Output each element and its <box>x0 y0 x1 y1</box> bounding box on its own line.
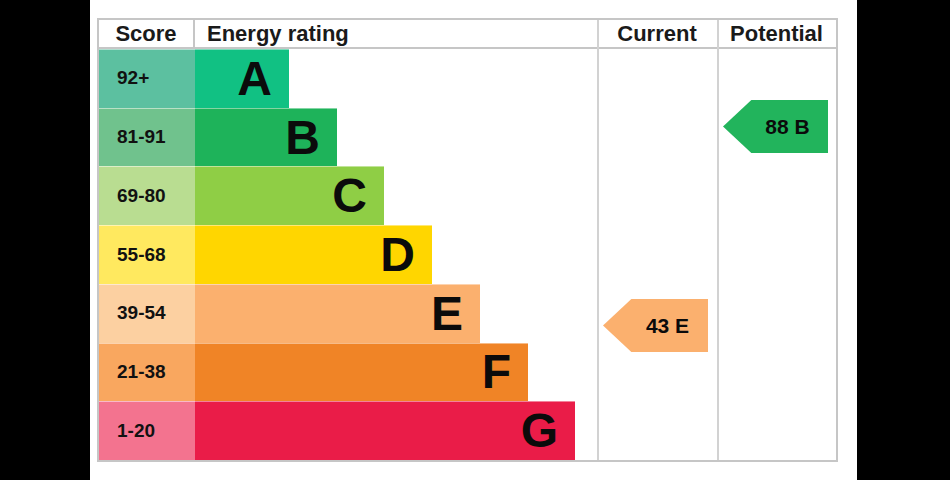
band-row-f: 21-38 F <box>99 343 836 402</box>
score-cell: 39-54 <box>99 284 195 343</box>
epc-panel: Score Energy rating Current Potential 92… <box>90 0 857 480</box>
epc-chart: Score Energy rating Current Potential 92… <box>97 18 838 462</box>
column-header-current: Current <box>597 21 717 47</box>
column-divider-potential <box>717 20 719 460</box>
score-cell: 21-38 <box>99 343 195 402</box>
column-header-potential: Potential <box>717 21 836 47</box>
band-row-a: 92+ A <box>99 49 836 108</box>
table-header: Score Energy rating Current Potential <box>99 20 836 49</box>
score-cell: 55-68 <box>99 225 195 284</box>
score-cell: 1-20 <box>99 401 195 460</box>
score-cell: 81-91 <box>99 108 195 167</box>
rating-bar: E <box>195 284 480 343</box>
rating-bar: B <box>195 108 337 167</box>
rating-bar: C <box>195 166 384 225</box>
rating-bar: A <box>195 49 289 108</box>
rating-bar: D <box>195 225 432 284</box>
score-cell: 92+ <box>99 49 195 108</box>
rating-bar: G <box>195 401 575 460</box>
column-divider-current <box>597 20 599 460</box>
band-rows: 92+ A 81-91 B 69-80 C 55-68 D 39-54 E 21… <box>99 49 836 460</box>
band-row-d: 55-68 D <box>99 225 836 284</box>
band-row-b: 81-91 B <box>99 108 836 167</box>
column-header-score: Score <box>99 20 195 47</box>
rating-bar: F <box>195 343 528 402</box>
band-row-g: 1-20 G <box>99 401 836 460</box>
band-row-e: 39-54 E <box>99 284 836 343</box>
score-cell: 69-80 <box>99 166 195 225</box>
column-header-energy-rating: Energy rating <box>195 21 597 47</box>
band-row-c: 69-80 C <box>99 166 836 225</box>
